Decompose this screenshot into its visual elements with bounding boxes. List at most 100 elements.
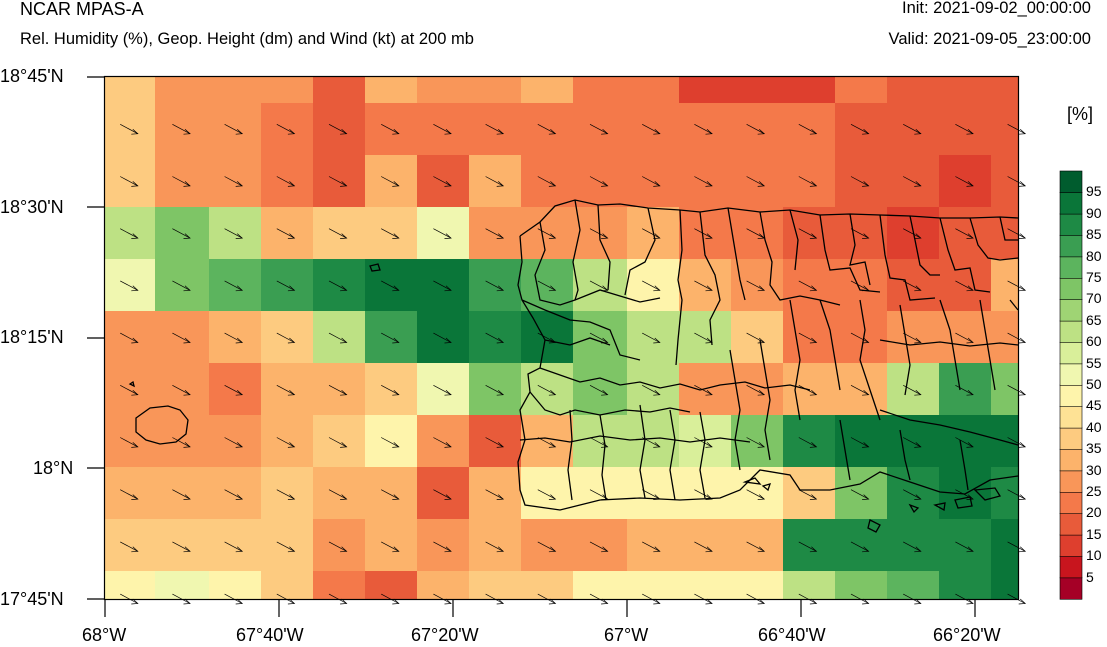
wind-arrow — [485, 384, 505, 396]
wind-arrow — [850, 384, 870, 396]
grid-cell — [365, 259, 418, 312]
grid-cell — [261, 519, 314, 572]
grid-cell — [627, 103, 680, 156]
colorbar-segment — [1059, 320, 1083, 343]
model-title: NCAR MPAS-A — [20, 0, 144, 19]
grid-cell — [417, 363, 470, 416]
wind-arrow — [537, 541, 557, 553]
wind-arrow — [955, 176, 974, 187]
wind-arrow — [1007, 437, 1027, 448]
grid-cell — [105, 207, 156, 260]
wind-arrow — [642, 176, 661, 187]
colorbar-label: 60 — [1086, 333, 1102, 350]
x-tick-68W: 68°W — [82, 625, 127, 645]
wind-arrow — [589, 176, 609, 187]
wind-arrow — [381, 280, 400, 292]
wind-arrow — [485, 489, 505, 500]
wind-arrow — [381, 176, 400, 187]
wind-arrow — [485, 332, 505, 344]
colorbar-segment — [1059, 555, 1083, 579]
grid-cell — [155, 519, 210, 572]
grid-cell — [939, 571, 992, 600]
colorbar — [1059, 170, 1083, 600]
wind-arrow — [433, 280, 452, 292]
grid-cell — [469, 259, 522, 312]
wind-arrow — [589, 123, 609, 135]
grid-cell — [731, 519, 784, 572]
y-tick-17-45N: 17°45'N — [0, 589, 64, 609]
wind-arrow — [120, 437, 139, 448]
wind-arrow — [120, 332, 139, 344]
wind-arrow — [537, 593, 557, 605]
grid-cell — [209, 103, 262, 156]
wind-arrow — [642, 593, 661, 605]
grid-cell — [209, 467, 262, 520]
grid-cell — [573, 77, 628, 104]
wind-arrow — [120, 176, 139, 187]
colorbar-label: 75 — [1086, 269, 1102, 285]
grid-cell — [783, 103, 836, 156]
wind-arrow — [381, 228, 400, 239]
grid-cell — [627, 363, 680, 416]
grid-cell — [417, 467, 470, 520]
grid-cell — [365, 155, 418, 208]
wind-arrow — [955, 593, 974, 605]
grid-cell — [731, 77, 784, 104]
grid-cell — [679, 77, 732, 104]
grid-cell — [627, 467, 680, 520]
colorbar-label: 55 — [1086, 354, 1102, 371]
grid-cell — [209, 77, 262, 104]
grid-cell — [835, 571, 888, 600]
wind-arrow — [798, 541, 818, 553]
grid-cell — [887, 415, 940, 468]
wind-arrow — [328, 176, 348, 187]
grid-cell — [939, 363, 992, 416]
wind-arrow — [433, 384, 452, 396]
wind-arrow — [485, 437, 505, 448]
init-time: Init: 2021-09-02_00:00:00 — [902, 0, 1091, 17]
wind-arrow — [485, 280, 505, 292]
grid-cell — [521, 77, 574, 104]
colorbar-label: 5 — [1086, 568, 1094, 585]
wind-arrow — [328, 332, 348, 344]
wind-arrow — [589, 541, 609, 553]
wind-arrow — [589, 332, 609, 344]
wind-arrow — [224, 541, 244, 553]
wind-arrow — [224, 489, 244, 500]
wind-arrow — [903, 332, 922, 344]
grid-cell — [313, 155, 366, 208]
wind-arrow — [381, 593, 400, 605]
wind-arrow — [642, 541, 661, 553]
wind-arrow — [381, 384, 400, 396]
grid-cell — [313, 207, 366, 260]
grid-cell — [627, 259, 680, 312]
grid-cell — [731, 467, 784, 520]
grid-cell — [209, 363, 262, 416]
wind-arrow — [276, 489, 296, 500]
grid-cell — [155, 311, 210, 364]
grid-cell — [105, 155, 156, 208]
wind-arrow — [172, 228, 191, 239]
grid-cell — [679, 259, 732, 312]
grid-cell — [627, 77, 680, 104]
grid-cell — [417, 77, 470, 104]
grid-cell — [105, 77, 156, 104]
colorbar-label: 85 — [1086, 226, 1102, 243]
colorbar-segment — [1059, 277, 1083, 301]
grid-cell — [261, 207, 314, 260]
wind-arrow — [694, 384, 713, 396]
grid-cell — [313, 571, 366, 600]
grid-cell — [939, 155, 992, 208]
wind-arrow — [433, 228, 452, 239]
grid-cell — [155, 415, 210, 468]
wind-arrow — [746, 176, 766, 187]
y-tick-18-30N: 18°30'N — [0, 197, 64, 217]
grid-cell — [887, 103, 940, 156]
wind-arrow — [798, 593, 818, 605]
wind-arrow — [798, 384, 818, 396]
colorbar-segment — [1059, 234, 1083, 258]
wind-arrow — [850, 280, 870, 292]
grid-cell — [939, 259, 992, 312]
wind-arrow — [903, 437, 922, 448]
wind-arrow — [850, 228, 870, 239]
